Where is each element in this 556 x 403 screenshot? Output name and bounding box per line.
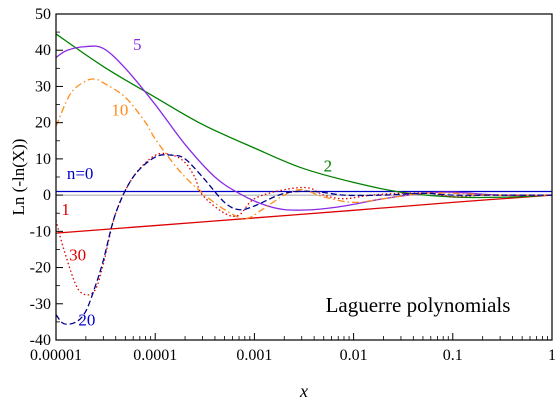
y-tick-label: -40 — [30, 332, 51, 349]
series-line-10 — [56, 78, 552, 220]
y-tick-label: 20 — [35, 115, 51, 132]
series-label: 30 — [69, 245, 86, 264]
x-tick-label: 0.00001 — [30, 347, 82, 364]
series-layer — [56, 33, 552, 325]
y-tick-label: -10 — [30, 223, 51, 240]
series-label: n=0 — [67, 164, 94, 183]
series-label: 20 — [78, 311, 95, 330]
x-axis-label: x — [299, 381, 308, 401]
series-line-30 — [56, 152, 552, 296]
series-label: 5 — [133, 35, 142, 54]
y-tick-label: 10 — [35, 151, 51, 168]
chart-annotation: Laguerre polynomials — [326, 293, 511, 317]
x-tick-label: 0.001 — [236, 347, 272, 364]
series-line-2 — [56, 33, 552, 199]
series-line-5 — [56, 45, 552, 211]
y-tick-label: 40 — [35, 42, 51, 59]
x-tick-label: 0.01 — [340, 347, 368, 364]
y-axis-ticks: -40 -30 -20 -10 0 10 20 30 40 50 — [30, 6, 63, 349]
y-tick-label: -20 — [30, 260, 51, 277]
plot-frame — [55, 13, 553, 341]
series-label: 1 — [61, 200, 70, 219]
series-line-20 — [56, 154, 552, 325]
x-tick-label: 0.0001 — [133, 347, 177, 364]
series-label: 2 — [324, 157, 333, 176]
y-tick-label: 50 — [35, 6, 51, 23]
x-tick-label: 1 — [548, 347, 556, 364]
y-tick-label: 30 — [35, 78, 51, 95]
x-tick-label: 0.1 — [443, 347, 463, 364]
y-axis-label: Ln (-ln(X)) — [9, 139, 28, 216]
series-line-1 — [56, 194, 552, 234]
y-tick-label: 0 — [43, 187, 51, 204]
series-label: 10 — [111, 100, 128, 119]
series-labels: n=0 1 2 5 10 30 20 — [61, 35, 332, 329]
y-tick-label: -30 — [30, 296, 51, 313]
x-axis-ticks: 0.00001 0.0001 0.001 0.01 0.1 1 — [30, 333, 556, 364]
